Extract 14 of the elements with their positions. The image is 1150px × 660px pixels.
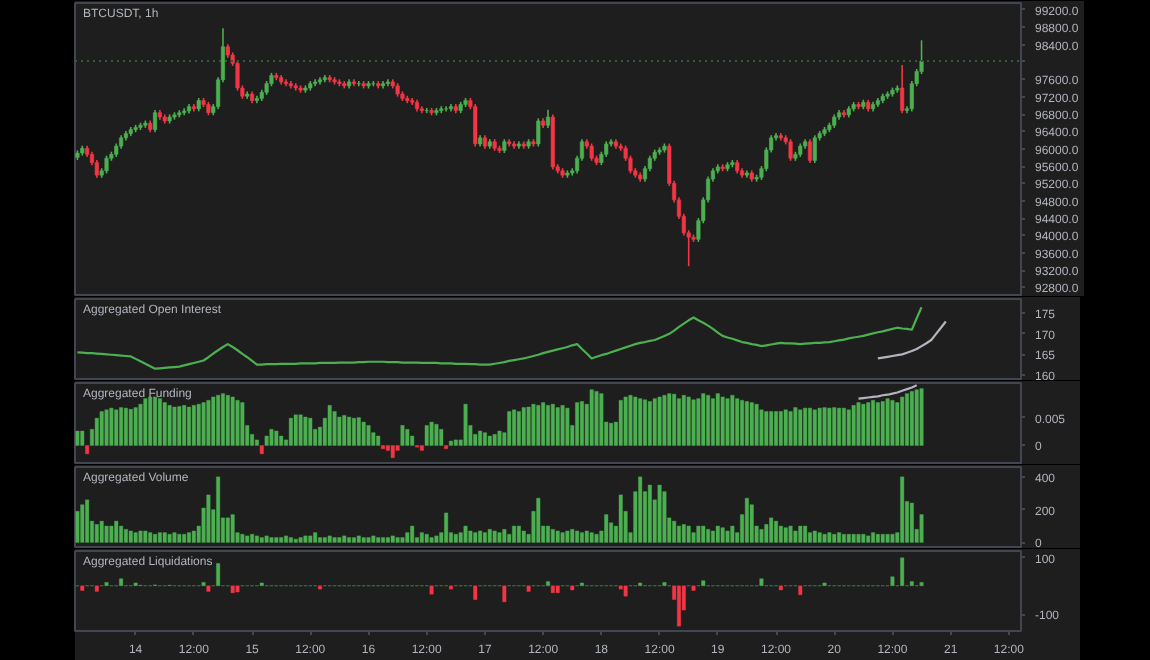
candlestick [153,109,158,134]
candlestick [812,134,817,164]
candlestick [473,103,478,148]
candlestick [807,138,813,164]
line-series [857,384,918,400]
line-series [876,320,947,360]
candlestick [545,108,551,129]
candlestick [900,64,905,114]
candlestick [788,138,793,162]
candlestick [536,117,541,148]
line-series [76,306,923,370]
candlestick [235,59,240,92]
candlestick [356,80,361,88]
candlestick [444,105,449,113]
